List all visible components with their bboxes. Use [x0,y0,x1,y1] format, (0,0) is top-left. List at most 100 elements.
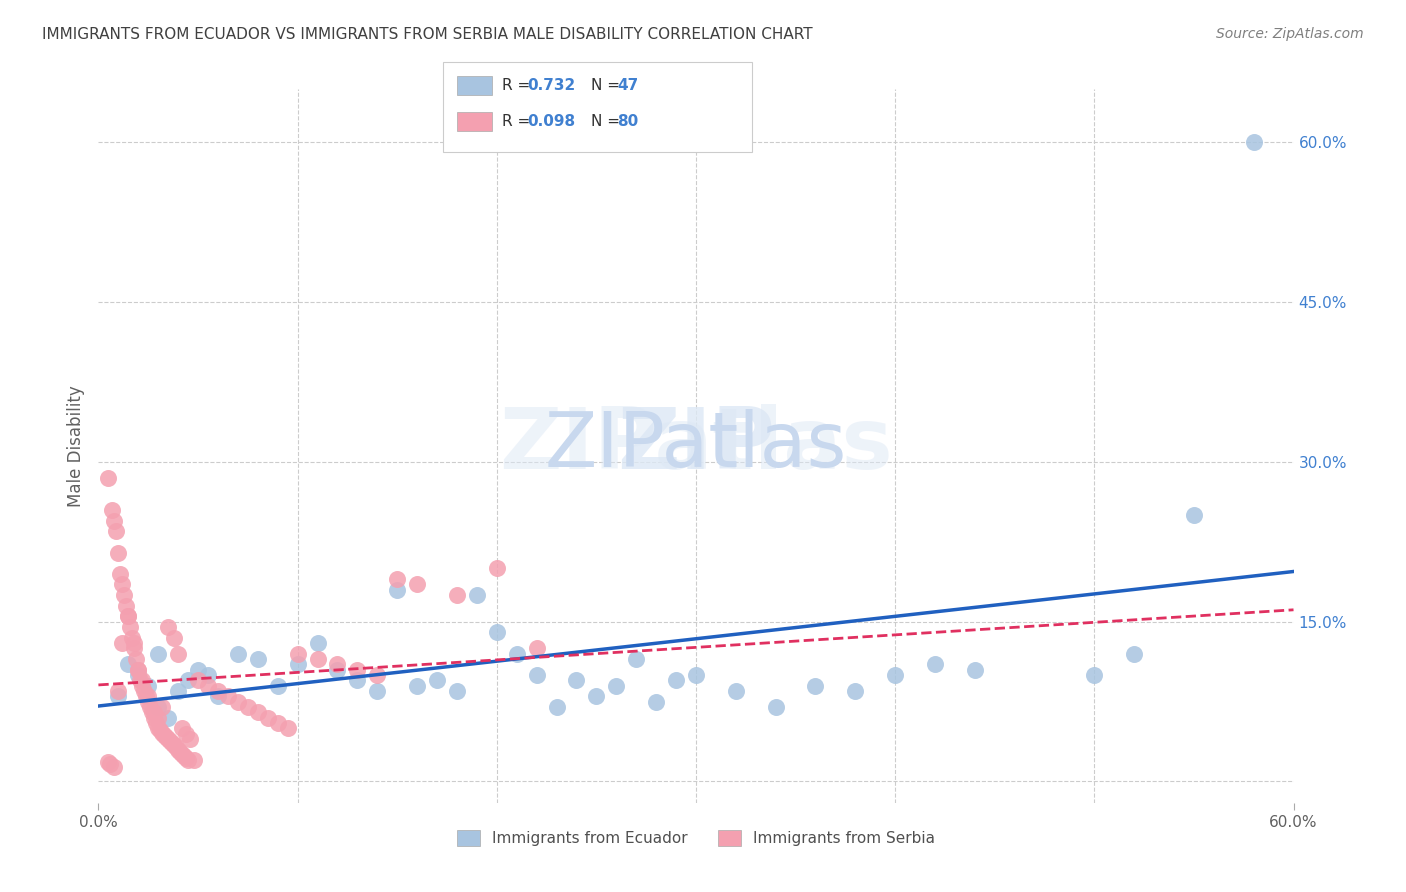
Point [110,566,132,581]
Point [163,631,186,645]
Point [172,747,194,761]
Point [148,700,170,714]
Point [127,663,149,677]
Point [277,721,299,735]
Point [465,588,488,602]
Point [129,673,152,688]
Point [526,641,548,656]
Point [98,757,122,772]
Point [131,673,153,688]
Text: ZIPatlas: ZIPatlas [544,409,848,483]
Point [124,636,146,650]
Point [117,657,139,672]
Point [366,668,388,682]
Text: R =: R = [502,114,536,128]
Point [97,471,120,485]
Point [136,695,159,709]
Point [506,647,529,661]
Point [145,715,167,730]
Point [136,690,159,704]
Point [148,721,170,735]
Point [217,690,239,704]
Point [546,700,568,714]
Point [287,647,309,661]
Point [167,684,190,698]
Point [139,700,162,714]
Point [246,706,269,720]
Point [346,663,368,677]
Point [135,690,157,704]
Point [485,625,508,640]
Point [115,599,138,613]
Point [385,572,409,586]
Point [167,647,190,661]
Point [307,652,329,666]
Point [446,588,468,602]
Point [103,759,125,773]
Point [207,690,229,704]
Point [804,679,827,693]
Text: 0.732: 0.732 [527,78,575,93]
Point [148,647,170,661]
Point [157,731,180,746]
Point [127,668,149,682]
Point [924,657,946,672]
Point [724,684,747,698]
Point [112,588,135,602]
Point [177,753,200,767]
Point [605,679,627,693]
Point [173,748,195,763]
Point [107,545,129,559]
Point [366,684,388,698]
Point [149,723,172,738]
Point [1123,647,1146,661]
Point [1243,136,1265,150]
Point [157,620,180,634]
Legend: Immigrants from Ecuador, Immigrants from Serbia: Immigrants from Ecuador, Immigrants from… [451,824,941,852]
Text: IMMIGRANTS FROM ECUADOR VS IMMIGRANTS FROM SERBIA MALE DISABILITY CORRELATION CH: IMMIGRANTS FROM ECUADOR VS IMMIGRANTS FR… [42,27,813,42]
Point [117,609,139,624]
Text: R =: R = [502,78,536,93]
Point [165,740,187,755]
Point [136,679,159,693]
Point [183,753,205,767]
Point [150,700,173,714]
Point [143,710,166,724]
Point [121,631,143,645]
Text: N =: N = [591,114,624,128]
Point [197,668,219,682]
Point [117,609,139,624]
Point [134,684,156,698]
Point [287,657,309,672]
Point [120,620,142,634]
Point [167,742,190,756]
Point [179,731,201,746]
Point [143,706,166,720]
Point [406,679,429,693]
Point [148,710,170,724]
Point [153,728,176,742]
Point [174,726,197,740]
Point [187,673,209,688]
Point [157,710,180,724]
Point [526,668,548,682]
Point [125,652,148,666]
Point [187,663,209,677]
Point [105,524,128,539]
Point [565,673,588,688]
Point [236,700,259,714]
Point [626,652,648,666]
Point [124,641,146,656]
Point [226,695,249,709]
Point [267,715,290,730]
Y-axis label: Male Disability: Male Disability [66,385,84,507]
Point [585,690,607,704]
Point [207,684,229,698]
Point [426,673,449,688]
Point [1083,668,1105,682]
Point [169,745,191,759]
Point [346,673,368,688]
Point [172,721,194,735]
Text: ZIPatlas: ZIPatlas [499,404,893,488]
Point [307,636,329,650]
